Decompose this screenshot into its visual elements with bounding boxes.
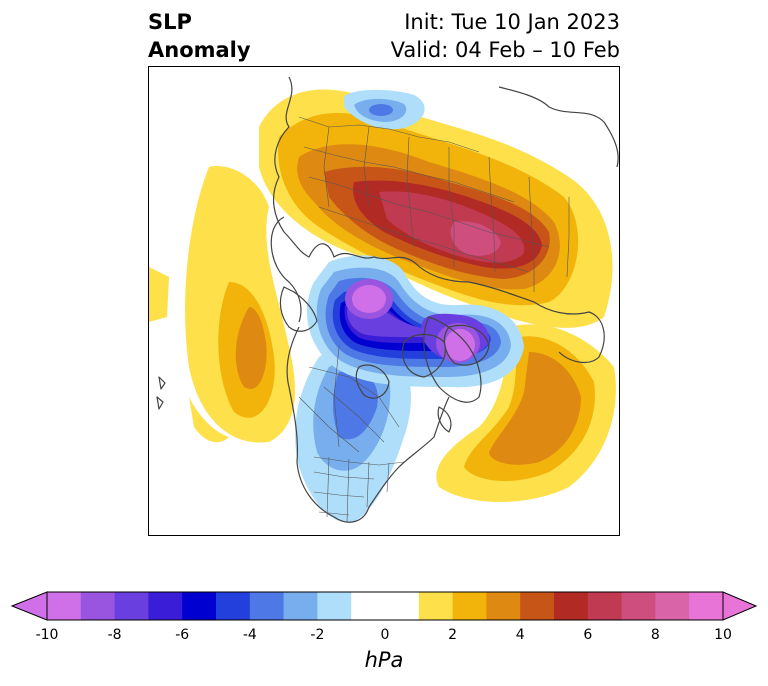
colorbar-tick-label: -8 (107, 627, 122, 643)
positive-anomaly-field (149, 89, 616, 502)
colorbar-tick-label: 10 (714, 627, 732, 643)
map-title-dates: Init: Tue 10 Jan 2023 Valid: 04 Feb – 10… (391, 8, 620, 64)
title-variable-line1: SLP (148, 10, 192, 34)
colorbar-swatch (418, 592, 454, 620)
colorbar-swatch (554, 592, 589, 620)
colorbar-border (46, 591, 724, 621)
valid-range-label: Valid: 04 Feb – 10 Feb (390, 38, 620, 62)
colorbar-swatch (351, 592, 420, 620)
colorbar-swatch (689, 592, 724, 620)
colorbar-scale (10, 591, 758, 621)
colorbar-swatch (182, 592, 217, 620)
colorbar (10, 590, 758, 628)
colorbar-swatch (148, 592, 183, 620)
negative-anomaly-field (295, 89, 524, 523)
colorbar-swatch (621, 592, 656, 620)
anomaly-map-canvas (149, 67, 619, 535)
colorbar-tick-label: -2 (310, 627, 325, 643)
colorbar-swatch (80, 592, 116, 620)
colorbar-swatch (317, 592, 352, 620)
political-borders (298, 116, 570, 523)
colorbar-tick-label: -4 (242, 627, 257, 643)
init-date-label: Init: Tue 10 Jan 2023 (404, 10, 620, 34)
colorbar-swatch (216, 592, 251, 620)
colorbar-tick-label: 4 (515, 627, 525, 643)
colorbar-swatch (114, 592, 149, 620)
colorbar-units-label: hPa (364, 648, 404, 672)
title-variable-line2: Anomaly (148, 38, 251, 62)
colorbar-swatch (249, 592, 285, 620)
colorbar-tick-label: -6 (175, 627, 190, 643)
anomaly-map (148, 66, 620, 536)
colorbar-extend-low (10, 591, 48, 621)
colorbar-swatch (452, 592, 487, 620)
colorbar-swatch (655, 592, 690, 620)
coastlines (156, 76, 619, 523)
colorbar-swatch (587, 592, 623, 620)
colorbar-swatch (47, 592, 82, 620)
colorbar-swatch (283, 592, 318, 620)
colorbar-tick-label: -10 (35, 627, 59, 643)
colorbar-swatch (486, 592, 521, 620)
colorbar-extend-high (722, 591, 758, 621)
colorbar-tick-label: 8 (650, 627, 660, 643)
colorbar-tick-label: 6 (583, 627, 593, 643)
colorbar-swatch (520, 592, 555, 620)
colorbar-tick-label: 2 (448, 627, 458, 643)
map-title-variable: SLP Anomaly (148, 8, 251, 64)
colorbar-tick-label: 0 (380, 627, 390, 643)
